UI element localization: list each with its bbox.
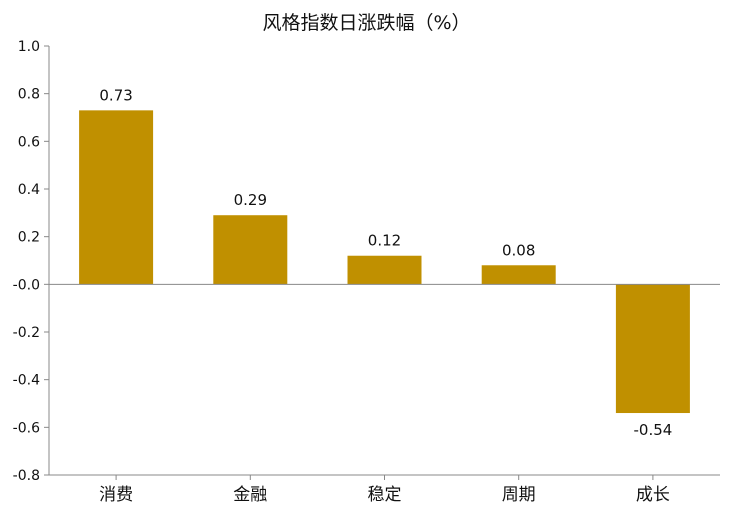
bar-金融 [213, 215, 288, 285]
data-label: -0.54 [633, 421, 672, 439]
y-tick-label: -0.4 [13, 373, 40, 389]
bar-周期 [481, 265, 556, 285]
bars [79, 110, 690, 414]
y-tick-label: -0.2 [13, 325, 40, 341]
y-tick-label: -0.6 [13, 420, 40, 436]
bar-成长 [615, 284, 690, 414]
y-tick-label: 1.0 [18, 39, 40, 55]
x-tick-label: 周期 [502, 485, 536, 505]
x-tick-label: 稳定 [368, 485, 402, 505]
data-label: 0.73 [99, 86, 132, 104]
y-tick-label: 0.6 [18, 134, 40, 150]
x-tick-label: 消费 [99, 485, 133, 505]
x-tick-label: 成长 [636, 485, 670, 505]
data-label: 0.12 [368, 232, 401, 250]
y-tick-label: 0.4 [18, 182, 40, 198]
y-tick-label: 0.2 [18, 230, 40, 246]
data-label: 0.29 [234, 191, 267, 209]
y-axis: 1.0 0.8 0.6 0.4 0.2 -0.0 -0.2 -0.4 -0.6 -0.8 [13, 39, 50, 484]
y-tick-label: -0.0 [13, 277, 40, 293]
y-tick-label: -0.8 [13, 468, 40, 484]
data-labels: 0.73 0.29 0.12 0.08 -0.54 [99, 86, 672, 439]
data-label: 0.08 [502, 241, 535, 259]
bar-稳定 [347, 255, 422, 285]
x-axis: 消费 金融 稳定 周期 成长 [49, 474, 720, 505]
y-tick-label: 0.8 [18, 87, 40, 103]
chart-title: 风格指数日涨跌幅（%） [262, 12, 471, 34]
x-tick-label: 金融 [233, 485, 267, 505]
bar-消费 [79, 110, 154, 285]
